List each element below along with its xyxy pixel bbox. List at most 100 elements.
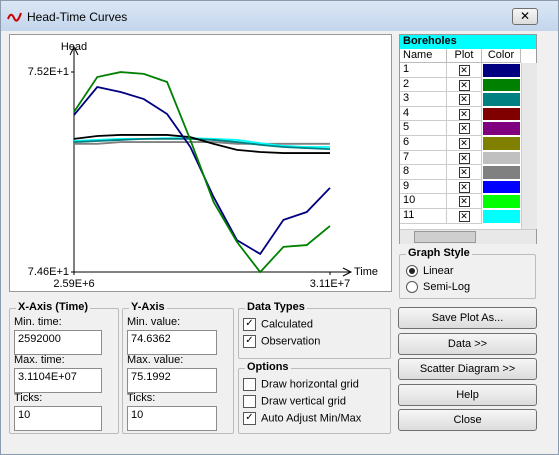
plot-checkbox[interactable]: ✕ [458, 181, 470, 193]
group-title: Options [245, 361, 291, 373]
app-icon [7, 12, 22, 22]
checkbox-label: Draw vertical grid [261, 395, 346, 408]
y-axis-label: Head [61, 41, 87, 53]
field-label: Max. value: [127, 354, 184, 366]
row-name: 2 [400, 77, 447, 93]
plot-checkbox[interactable]: ✕ [458, 196, 470, 208]
field-label: Min. value: [127, 316, 181, 328]
column-header: Plot [447, 49, 482, 63]
radio-dot [409, 268, 415, 275]
y-axis-arrow [69, 45, 79, 56]
field-label: Ticks: [14, 392, 43, 404]
color-swatch[interactable] [483, 210, 520, 223]
close-x[interactable]: ✕ [512, 8, 538, 25]
text-input[interactable]: 2592000 [14, 330, 102, 355]
color-swatch[interactable] [483, 166, 520, 179]
group-title: X-Axis (Time) [16, 301, 91, 313]
checkbox-label: Observation [261, 335, 321, 348]
color-swatch[interactable] [483, 122, 520, 135]
plot-cell: ✕ [447, 92, 482, 107]
grid-title: Boreholes [400, 35, 536, 49]
h-scroll-thumb [414, 231, 476, 243]
button[interactable]: Scatter Diagram >> [398, 358, 537, 380]
plot-cell: ✕ [447, 136, 482, 151]
color-swatch[interactable] [483, 93, 520, 106]
checkbox-option[interactable]: Draw vertical grid [243, 395, 346, 408]
boreholes-grid: Boreholes Name Plot Color 1 ✕ 2 ✕ 3 ✕ 4 ✕ 5 ✕ 6 ✕ 7 ✕ 8 ✕ 9 ✕… [399, 34, 537, 244]
text-input[interactable]: 74.6362 [127, 330, 217, 355]
radio-option[interactable]: Linear [406, 265, 454, 278]
color-swatch[interactable] [483, 151, 520, 165]
text-input[interactable]: 10 [14, 406, 102, 431]
plot-checkbox[interactable]: ✕ [458, 79, 470, 91]
plot-checkbox[interactable]: ✕ [458, 65, 470, 76]
x-axis-arrow [342, 267, 353, 277]
button[interactable]: Save Plot As... [398, 307, 537, 329]
color-swatch[interactable] [483, 195, 520, 208]
chart-panel: Head Time 7.52E+1 7.46E+1 2.59E+6 3.11E+7 [9, 34, 392, 292]
color-swatch[interactable] [483, 180, 520, 194]
field-label: Min. time: [14, 316, 62, 328]
v-scrollbar [521, 63, 537, 229]
data-line [74, 141, 330, 145]
field-label: Max. time: [14, 354, 65, 366]
plot-cell: ✕ [447, 165, 482, 180]
button[interactable]: Data >> [398, 332, 537, 355]
data-line [73, 137, 331, 151]
row-name: 1 [400, 63, 447, 78]
text-input[interactable]: 10 [127, 406, 217, 431]
plot-cell: ✕ [447, 121, 482, 136]
text-input[interactable]: 75.1992 [127, 368, 217, 393]
button[interactable]: Help [398, 383, 537, 406]
checkbox: ✓ [243, 318, 256, 331]
row-name: 9 [400, 179, 447, 195]
options-group: Options Draw horizontal grid Draw vertical… [238, 361, 391, 434]
plot-checkbox[interactable]: ✕ [458, 94, 470, 106]
x-tick-label: 2.59E+6 [53, 278, 94, 290]
x-tick-label: 3.11E+7 [310, 278, 350, 290]
row-name: 8 [400, 165, 447, 180]
button[interactable]: Close [398, 409, 537, 431]
plot-checkbox[interactable]: ✕ [458, 138, 470, 149]
plot-checkbox[interactable]: ✕ [458, 123, 470, 135]
row-name: 4 [400, 106, 447, 122]
y-tick-label: 7.52E+1 [28, 66, 69, 78]
radio [406, 281, 418, 294]
plot-checkbox[interactable]: ✕ [458, 167, 470, 179]
column-header: Name [400, 49, 447, 63]
plot-checkbox[interactable]: ✕ [458, 211, 470, 222]
checkbox-option[interactable]: ✓ Calculated [243, 318, 313, 331]
group-title: Y-Axis [129, 301, 167, 313]
checkbox-label: Draw horizontal grid [261, 378, 359, 391]
checkbox-label: Auto Adjust Min/Max [261, 412, 362, 425]
plot-cell: ✕ [447, 194, 482, 209]
checkbox-label: Calculated [261, 318, 313, 331]
color-swatch[interactable] [483, 64, 520, 77]
plot-checkbox[interactable]: ✕ [458, 108, 470, 120]
plot-cell: ✕ [447, 209, 482, 224]
window-title: Head-Time Curves [27, 10, 128, 24]
color-swatch[interactable] [483, 78, 520, 92]
checkbox-option[interactable]: ✓ Auto Adjust Min/Max [243, 412, 361, 425]
text-input[interactable]: 3.1104E+07 [14, 368, 102, 393]
row-name: 3 [400, 92, 447, 107]
checkbox [243, 395, 256, 408]
checkbox-option[interactable]: Draw horizontal grid [243, 378, 359, 391]
checkbox-option[interactable]: ✓ Observation [243, 335, 320, 348]
row-name: 5 [400, 121, 447, 136]
checkbox: ✓ [243, 412, 256, 425]
group-title: Data Types [245, 301, 307, 313]
plot-cell: ✕ [447, 106, 482, 122]
data-line [73, 134, 330, 154]
field-label: Ticks: [127, 392, 156, 404]
color-swatch[interactable] [483, 137, 520, 150]
row-name: 6 [400, 136, 447, 151]
radio-option[interactable]: Semi-Log [406, 281, 470, 294]
column-header: Color [482, 49, 521, 63]
x-axis-group: X-Axis (Time) Min. time: 2592000 Max. time:… [9, 301, 119, 434]
radio-label: Linear [423, 265, 454, 277]
color-swatch[interactable] [483, 107, 520, 121]
plot-checkbox[interactable]: ✕ [458, 152, 470, 164]
graph-style-group: Graph Style Linear Semi-Log [399, 247, 536, 299]
